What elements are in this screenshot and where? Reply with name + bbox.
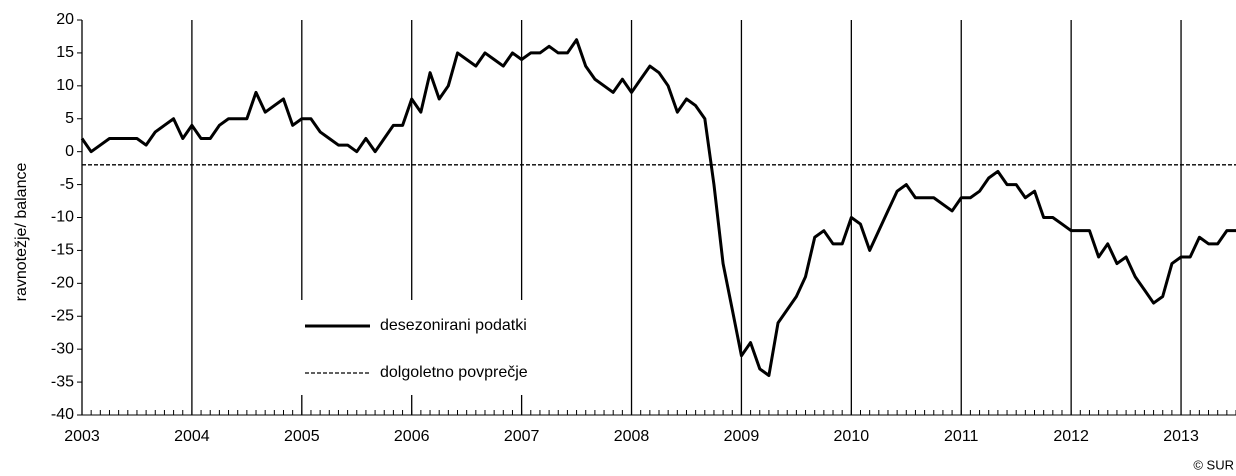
- y-tick-label: 0: [65, 143, 74, 160]
- y-tick-label: 20: [56, 11, 74, 28]
- legend-label: dolgoletno povprečje: [380, 364, 528, 381]
- x-tick-label: 2006: [394, 428, 430, 445]
- y-tick-label: 10: [56, 77, 74, 94]
- legend: [298, 300, 570, 395]
- x-tick-label: 2005: [284, 428, 320, 445]
- y-tick-label: 5: [65, 110, 74, 127]
- y-axis-label: ravnotežje/ balance: [13, 163, 30, 302]
- y-tick-label: -20: [51, 275, 74, 292]
- y-tick-label: -35: [51, 373, 74, 390]
- y-tick-label: -15: [51, 242, 74, 259]
- x-tick-label: 2010: [834, 428, 870, 445]
- credit: © SUR: [1193, 457, 1234, 472]
- x-tick-label: 2013: [1163, 428, 1199, 445]
- y-tick-label: 15: [56, 44, 74, 61]
- y-tick-label: -5: [60, 176, 74, 193]
- x-tick-label: 2009: [724, 428, 760, 445]
- legend-label: desezonirani podatki: [380, 317, 527, 334]
- x-tick-label: 2007: [504, 428, 540, 445]
- x-tick-label: 2008: [614, 428, 650, 445]
- y-tick-label: -40: [51, 406, 74, 423]
- data-line: [80, 38, 1236, 377]
- x-tick-label: 2004: [174, 428, 210, 445]
- x-tick-label: 2011: [944, 428, 979, 445]
- y-tick-label: -25: [51, 307, 74, 324]
- x-tick-label: 2012: [1053, 428, 1089, 445]
- y-tick-label: -30: [51, 340, 74, 357]
- y-tick-label: -10: [51, 209, 74, 226]
- x-tick-label: 2003: [64, 428, 100, 445]
